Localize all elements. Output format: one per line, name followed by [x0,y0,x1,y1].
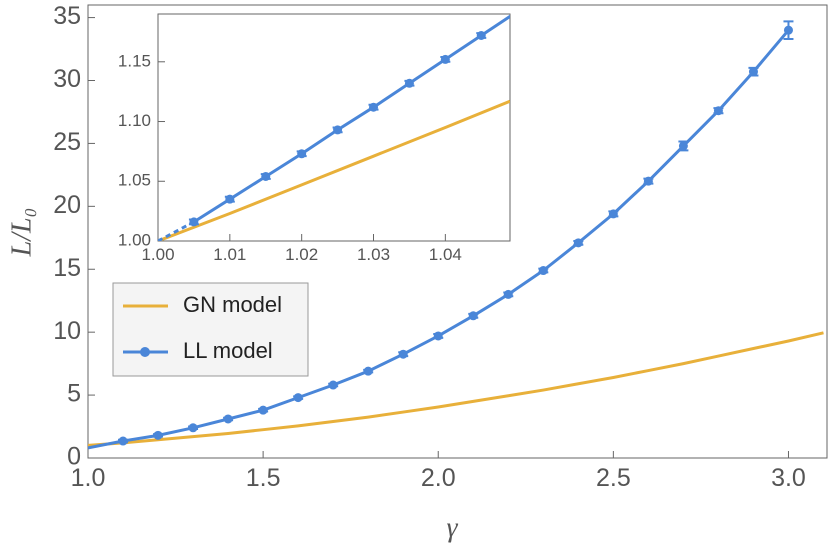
y-tick-label: 25 [53,128,81,156]
x-tick-label: 2.5 [596,464,631,492]
marker [468,311,478,321]
marker [118,436,128,446]
x-axis-label: γ [446,512,458,543]
marker [225,194,235,204]
marker [363,366,373,376]
marker [333,125,343,135]
marker [398,349,408,359]
marker [476,31,486,41]
marker [189,217,199,227]
y-tick-label: 5 [67,380,81,408]
legend-marker [140,347,150,357]
plot-area [158,7,522,241]
marker [713,106,723,116]
y-tick-label: 1.05 [118,171,151,190]
y-tick-label: 1.15 [118,51,151,70]
x-tick-label: 1.04 [429,245,462,264]
marker [369,102,379,112]
series-line [88,331,824,447]
x-tick-label: 1.02 [285,245,318,264]
marker [538,266,548,276]
series-line [158,99,510,241]
marker [293,393,303,403]
y-axis-label: L/L₀ [6,208,37,258]
marker [513,7,522,16]
marker [153,430,163,440]
y-tick-label: 10 [53,317,81,345]
y-tick-label: 20 [53,191,81,219]
marker [223,414,233,424]
y-tick-label: 35 [53,2,81,30]
marker [678,141,688,151]
x-tick-label: 1.03 [357,245,390,264]
marker [261,171,271,181]
y-tick-label: 1.10 [118,111,151,130]
marker [404,78,414,88]
marker [783,25,793,35]
marker [328,380,338,390]
y-tick-label: 1.00 [118,230,151,249]
marker [573,238,583,248]
x-tick-label: 1.5 [246,464,281,492]
marker [258,405,268,415]
legend-label: GN model [183,292,282,317]
x-tick-label: 1.01 [213,245,246,264]
marker [433,331,443,341]
y-tick-label: 30 [53,65,81,93]
marker [188,423,198,433]
marker [503,289,513,299]
marker [297,149,307,159]
legend-box [112,282,309,377]
x-tick-label: 3.0 [771,464,806,492]
y-tick-label: 0 [67,443,81,471]
plot-frame [87,4,828,459]
y-tick-label: 15 [53,254,81,282]
marker [440,54,450,64]
marker [608,209,618,219]
legend-label: LL model [183,338,273,363]
plot-area [88,20,824,450]
marker [748,67,758,77]
x-tick-label: 1.0 [71,464,106,492]
marker [643,176,653,186]
x-tick-label: 2.0 [421,464,456,492]
x-tick-label: 1.00 [141,245,174,264]
